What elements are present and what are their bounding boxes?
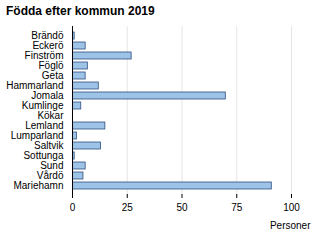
svg-text:Sottunga: Sottunga bbox=[23, 150, 64, 162]
svg-text:Kökar: Kökar bbox=[37, 110, 64, 122]
svg-text:Saltvik: Saltvik bbox=[34, 140, 64, 152]
svg-text:Sund: Sund bbox=[40, 160, 64, 172]
svg-text:Mariehamn: Mariehamn bbox=[13, 180, 63, 191]
svg-text:Geta: Geta bbox=[41, 70, 64, 82]
svg-text:Personer: Personer bbox=[270, 220, 311, 231]
svg-text:Finström: Finström bbox=[24, 50, 64, 62]
svg-text:Eckerö: Eckerö bbox=[32, 40, 64, 52]
svg-text:Hammarland: Hammarland bbox=[6, 80, 64, 92]
svg-text:Föglö: Föglö bbox=[38, 60, 64, 72]
svg-text:0: 0 bbox=[70, 202, 76, 213]
svg-text:Lumparland: Lumparland bbox=[10, 130, 64, 142]
svg-text:50: 50 bbox=[176, 202, 188, 213]
svg-text:Brändö: Brändö bbox=[31, 30, 64, 42]
svg-text:Kumlinge: Kumlinge bbox=[21, 100, 64, 112]
svg-text:25: 25 bbox=[122, 202, 134, 213]
svg-text:Lemland: Lemland bbox=[25, 120, 64, 132]
svg-text:75: 75 bbox=[231, 202, 243, 213]
svg-text:Jomala: Jomala bbox=[31, 90, 64, 102]
svg-text:Vårdö: Vårdö bbox=[36, 170, 64, 182]
svg-text:100: 100 bbox=[283, 202, 300, 213]
html-text:Födda efter kommun 2019: Födda efter kommun 2019 bbox=[6, 4, 155, 18]
